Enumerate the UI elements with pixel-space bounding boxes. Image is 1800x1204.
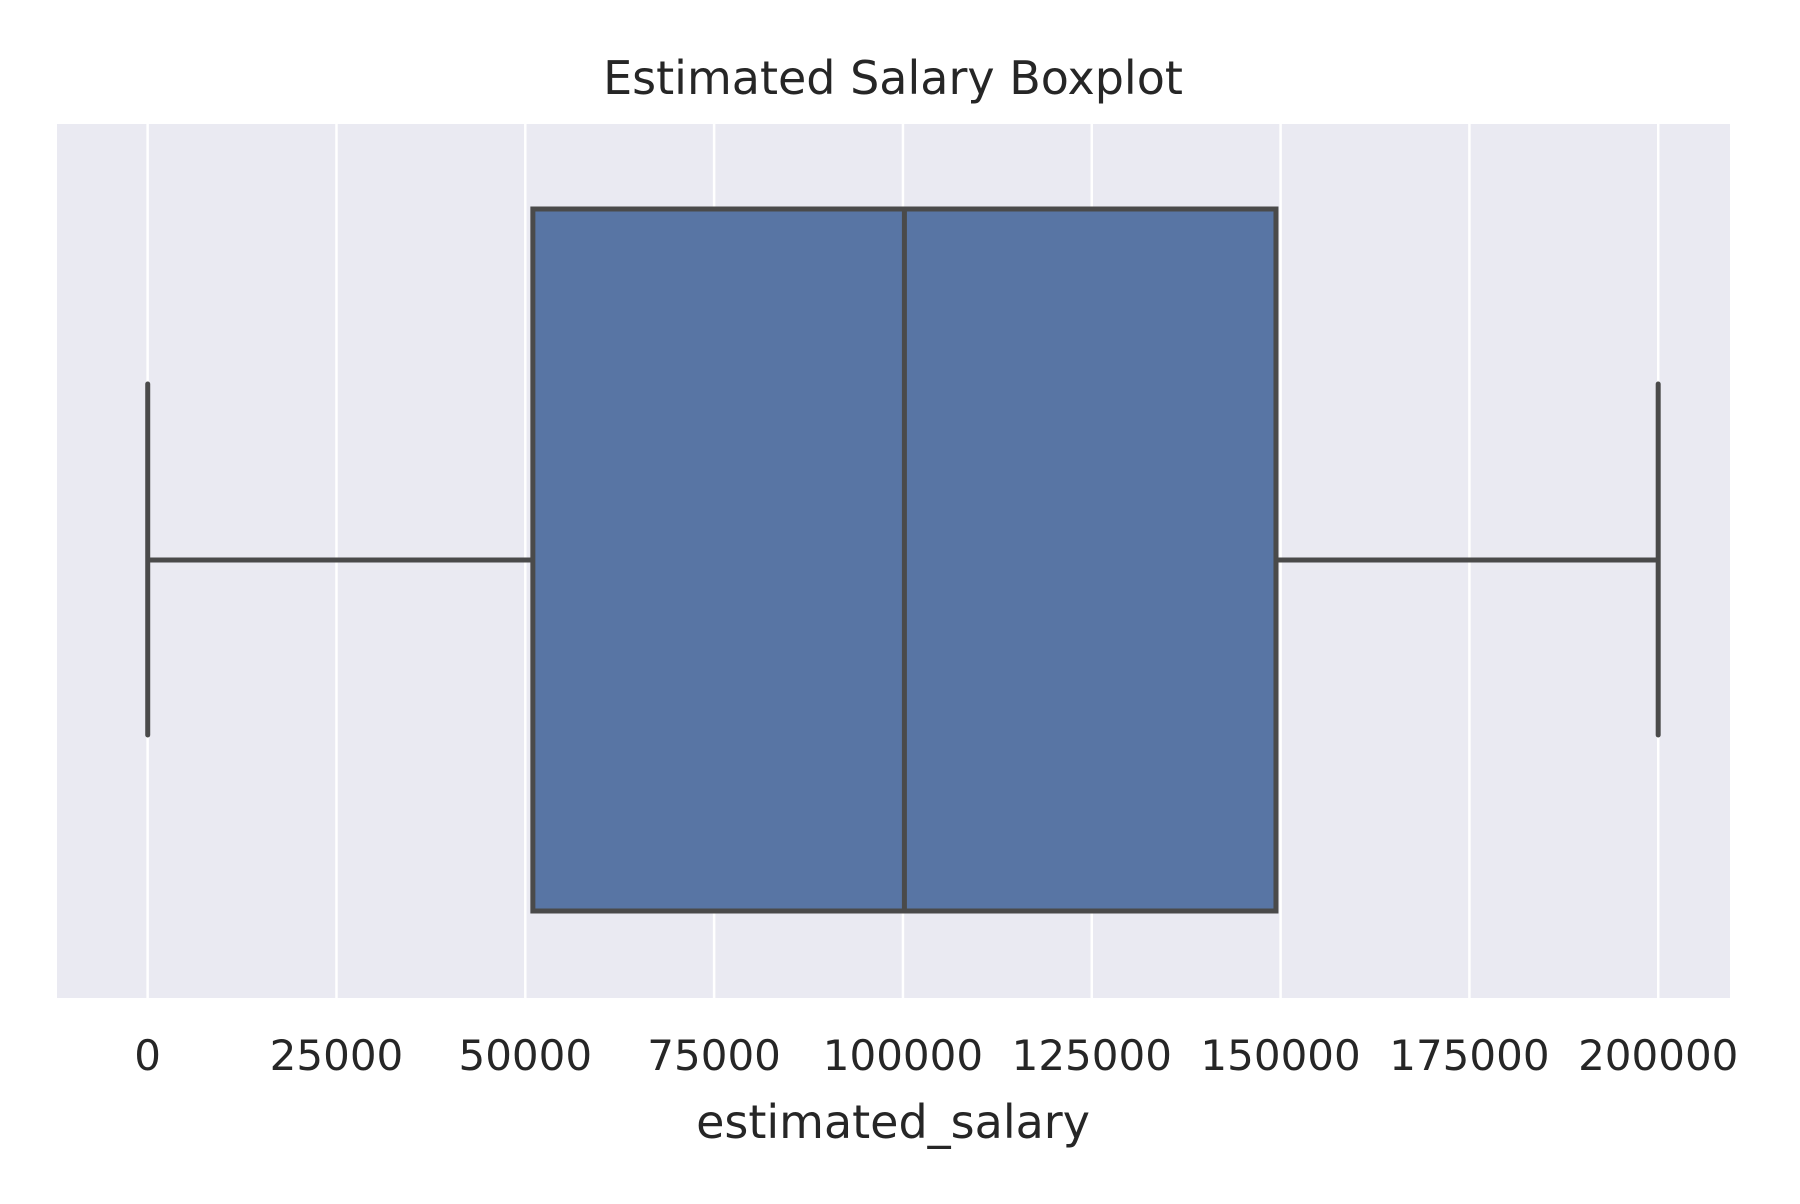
x-tick-label-0: 0 bbox=[134, 1031, 161, 1080]
x-tick-label-8: 200000 bbox=[1578, 1031, 1738, 1080]
x-tick-label-2: 50000 bbox=[458, 1031, 592, 1080]
x-tick-label-5: 125000 bbox=[1012, 1031, 1172, 1080]
x-tick-label-7: 175000 bbox=[1389, 1031, 1549, 1080]
x-tick-label-3: 75000 bbox=[647, 1031, 781, 1080]
chart-title: Estimated Salary Boxplot bbox=[603, 51, 1183, 105]
x-tick-label-1: 25000 bbox=[270, 1031, 404, 1080]
x-tick-label-6: 150000 bbox=[1200, 1031, 1360, 1080]
boxplot bbox=[145, 206, 1661, 914]
x-axis-ticks: 0 25000 50000 75000 100000 125000 150000 175000… bbox=[134, 1031, 1738, 1080]
x-axis-label: estimated_salary bbox=[696, 1095, 1090, 1149]
x-tick-label-4: 100000 bbox=[823, 1031, 983, 1080]
